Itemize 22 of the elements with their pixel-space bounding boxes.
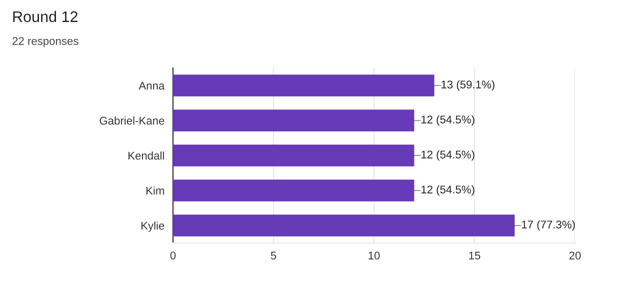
x-tick-label: 10 [368,252,380,260]
data-label: 13 (59.1%) [442,80,494,91]
text: Round 12 [13,10,78,22]
y-tick-label: Kim [146,186,164,195]
bar [173,74,434,96]
data-label: 12 (54.5%) [421,150,474,161]
text: 22 responses [12,37,78,48]
bar [173,110,414,132]
x-tick-label: 15 [469,252,480,260]
data-label: 12 (54.5%) [421,185,474,196]
data-label: 17 (77.3%) [522,220,575,231]
y-tick-label: Gabriel-Kane [100,116,164,125]
x-tick-label: 0 [170,252,176,260]
bar [173,144,414,166]
bar [173,214,515,236]
y-tick-label: Kendall [128,151,164,160]
x-tick-label: 5 [270,252,276,260]
y-tick-label: Kylie [141,221,164,232]
bar [173,180,414,202]
data-label: 12 (54.5%) [421,115,474,126]
x-tick-label: 20 [569,252,581,260]
y-tick-label: Anna [138,82,165,90]
